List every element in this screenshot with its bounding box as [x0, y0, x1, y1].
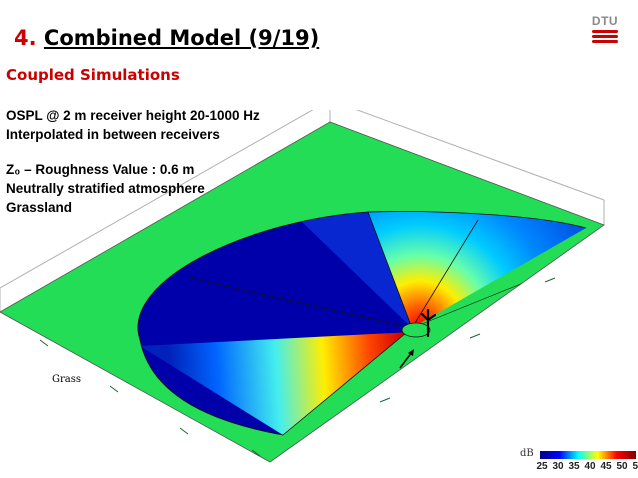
field-outline-right [367, 211, 587, 229]
radial-line-1 [189, 277, 413, 329]
info-line-terrain: Grassland [6, 200, 73, 215]
section-subtitle: Coupled Simulations [6, 66, 180, 84]
colorbar-unit: dB [520, 448, 534, 459]
axis-top-edge [355, 110, 605, 201]
turbine-base [401, 322, 431, 338]
info-line-atmosphere: Neutrally stratified atmosphere [6, 181, 205, 196]
colorbar-tick-label: 50 [616, 461, 628, 472]
logo-wave-2 [592, 35, 618, 38]
colorbar-tick-label: 30 [552, 461, 564, 472]
grid-ticks [39, 277, 556, 457]
title-text: Combined Model (9/19) [43, 26, 320, 50]
colorbar-ticks: 25 30 35 40 45 50 55 [536, 461, 638, 473]
dtu-logo: DTU [590, 14, 620, 43]
info-line-roughness: Z₀ – Roughness Value : 0.6 m [6, 162, 195, 177]
colorbar-tick-label: 40 [584, 461, 596, 472]
colorbar-tick-label: 35 [568, 461, 580, 472]
slide-title: 4. Combined Model (9/19) [14, 26, 319, 50]
simulation-figure: Grass [0, 110, 638, 478]
radial-line-2 [411, 219, 479, 329]
terrain-label: Grass [52, 374, 81, 385]
info-line-interpolation: Interpolated in between receivers [6, 127, 220, 142]
info-spacer [6, 144, 260, 160]
colorbar-gradient [540, 451, 636, 459]
colorbar-tick-label: 25 [536, 461, 548, 472]
wind-turbine-icon [420, 308, 437, 338]
info-line-ospl: OSPL @ 2 m receiver height 20-1000 Hz [6, 108, 260, 123]
logo-wave-1 [592, 30, 618, 33]
logo-wave-3 [592, 40, 618, 43]
field-wedge-upper [300, 212, 412, 328]
section-number: 4. [14, 26, 37, 50]
wind-direction-arrow-icon [399, 349, 414, 369]
field-wedge-downwind [140, 332, 412, 435]
sound-map-svg: Grass [0, 110, 605, 463]
colorbar-tick-label: 55 [632, 461, 638, 472]
dtu-logo-text: DTU [591, 14, 619, 28]
field-outline [137, 211, 413, 436]
axis-box [0, 110, 605, 312]
colorbar-tick-label: 45 [600, 461, 612, 472]
axis-top-edge-left [0, 110, 314, 289]
simulation-info: OSPL @ 2 m receiver height 20-1000 Hz In… [6, 106, 260, 217]
